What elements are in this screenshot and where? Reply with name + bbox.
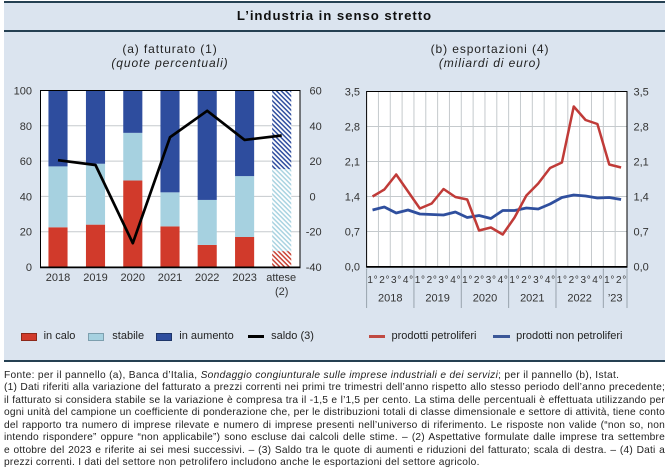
svg-text:60: 60 [310, 86, 322, 98]
svg-text:0,7: 0,7 [345, 227, 360, 239]
svg-text:100: 100 [14, 86, 32, 98]
svg-text:2018: 2018 [378, 293, 402, 305]
svg-text:2°: 2° [379, 275, 390, 286]
svg-text:1,4: 1,4 [634, 192, 649, 204]
svg-text:80: 80 [20, 121, 32, 133]
svg-text:1°: 1° [462, 275, 473, 286]
svg-text:3°: 3° [438, 275, 449, 286]
svg-text:4°: 4° [498, 275, 509, 286]
svg-text:2018: 2018 [46, 272, 70, 284]
svg-text:2,1: 2,1 [634, 157, 649, 169]
svg-text:2022: 2022 [195, 272, 219, 284]
svg-text:4°: 4° [403, 275, 414, 286]
svg-text:1°: 1° [604, 275, 615, 286]
svg-text:0,0: 0,0 [634, 262, 649, 274]
svg-text:-40: -40 [306, 262, 322, 274]
svg-text:40: 40 [20, 191, 32, 203]
svg-text:4°: 4° [450, 275, 461, 286]
svg-text:2°: 2° [427, 275, 438, 286]
svg-text:3,5: 3,5 [634, 87, 649, 99]
svg-text:2021: 2021 [158, 272, 182, 284]
svg-text:2019: 2019 [83, 272, 107, 284]
svg-text:2020: 2020 [473, 293, 497, 305]
svg-text:-20: -20 [306, 227, 322, 239]
svg-text:2,1: 2,1 [345, 157, 360, 169]
svg-text:’23: ’23 [608, 293, 623, 305]
svg-text:2°: 2° [521, 275, 532, 286]
svg-text:20: 20 [310, 156, 322, 168]
svg-text:(2): (2) [275, 286, 288, 298]
svg-text:0,7: 0,7 [634, 227, 649, 239]
svg-text:0: 0 [310, 191, 316, 203]
svg-text:0,0: 0,0 [345, 262, 360, 274]
svg-text:3°: 3° [533, 275, 544, 286]
svg-text:0: 0 [26, 262, 32, 274]
svg-text:1,4: 1,4 [345, 192, 360, 204]
svg-text:2023: 2023 [232, 272, 256, 284]
svg-text:2022: 2022 [567, 293, 591, 305]
svg-text:3°: 3° [391, 275, 402, 286]
svg-text:3°: 3° [486, 275, 497, 286]
svg-text:2019: 2019 [425, 293, 449, 305]
svg-text:1°: 1° [367, 275, 378, 286]
svg-text:1°: 1° [509, 275, 520, 286]
svg-text:1°: 1° [415, 275, 426, 286]
svg-text:4°: 4° [545, 275, 556, 286]
svg-text:attese: attese [266, 272, 296, 284]
svg-text:4°: 4° [592, 275, 603, 286]
svg-text:2°: 2° [569, 275, 580, 286]
svg-text:20: 20 [20, 227, 32, 239]
svg-text:60: 60 [20, 156, 32, 168]
svg-text:3°: 3° [580, 275, 591, 286]
svg-text:2,8: 2,8 [345, 122, 360, 134]
svg-text:2021: 2021 [520, 293, 544, 305]
svg-text:40: 40 [310, 121, 322, 133]
svg-text:3,5: 3,5 [345, 87, 360, 99]
svg-text:2020: 2020 [121, 272, 145, 284]
svg-text:2,8: 2,8 [634, 122, 649, 134]
svg-text:2°: 2° [616, 275, 627, 286]
svg-text:2°: 2° [474, 275, 485, 286]
svg-text:1°: 1° [557, 275, 568, 286]
